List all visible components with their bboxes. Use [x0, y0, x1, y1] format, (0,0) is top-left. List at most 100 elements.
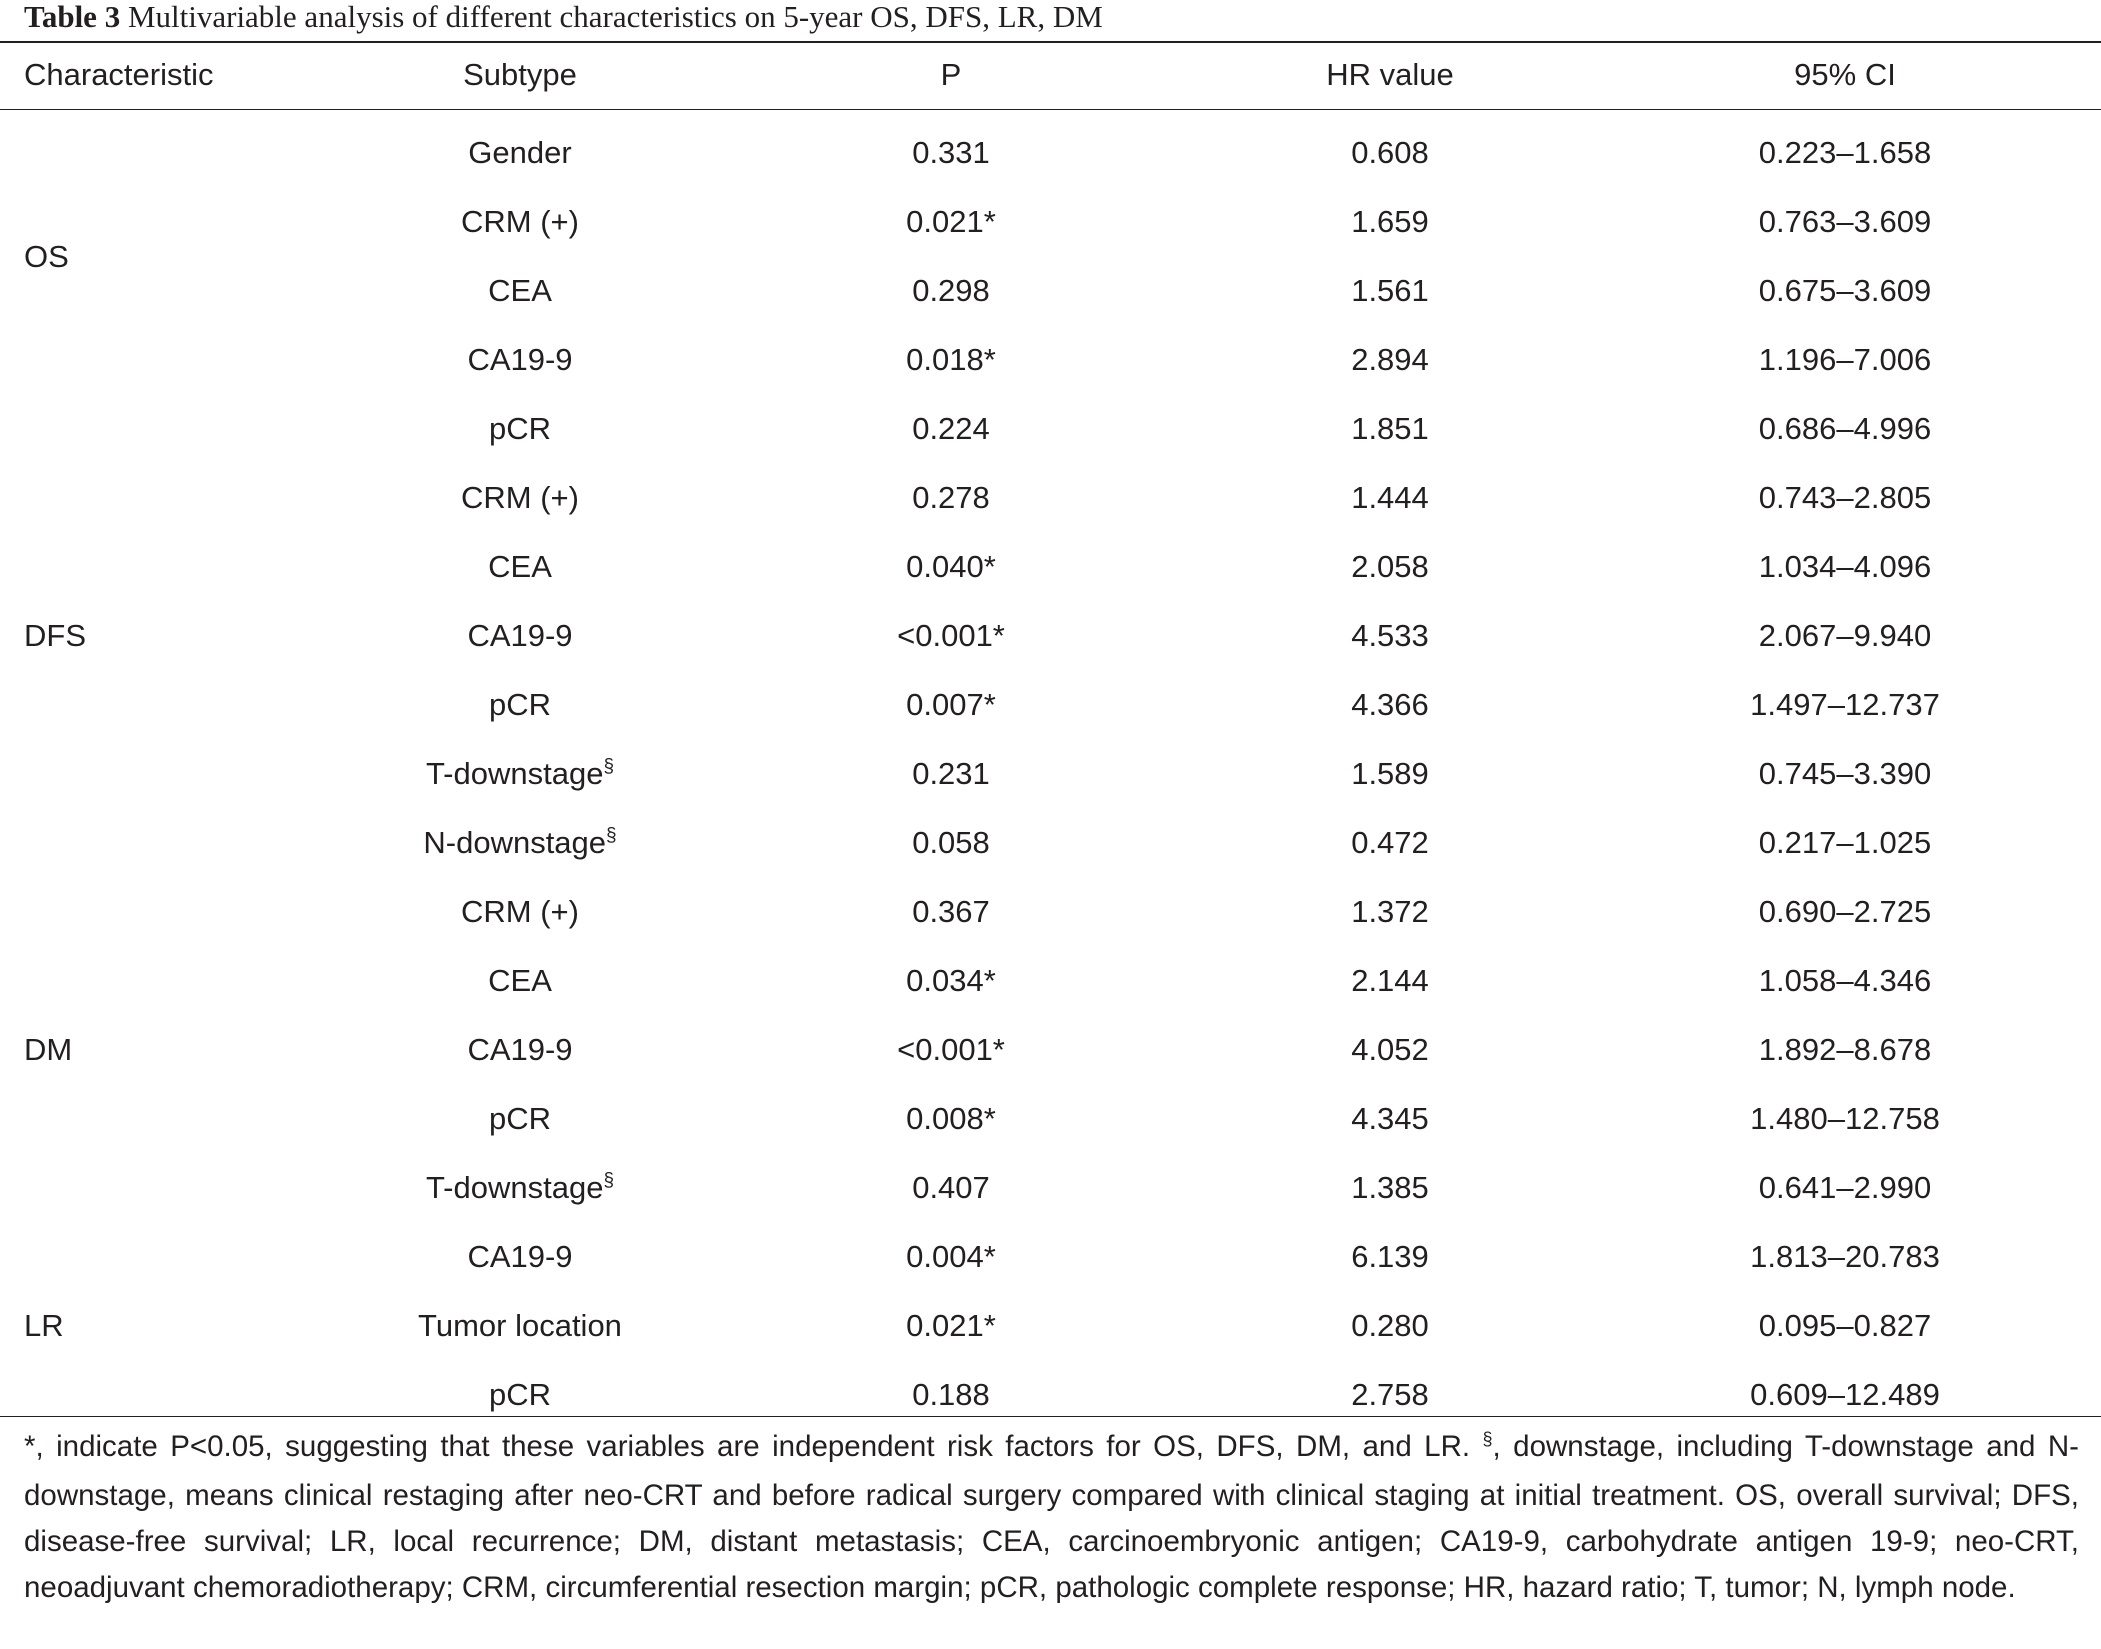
cell-subtype-text: N-downstage	[423, 825, 607, 860]
cell-hr: 1.444	[1351, 480, 1429, 515]
cell-hr: 2.894	[1351, 342, 1429, 377]
cell-hr: 2.058	[1351, 549, 1429, 584]
cell-p: 0.040*	[906, 549, 996, 584]
cell-subtype-text: pCR	[488, 1101, 551, 1136]
cell-hr: 1.372	[1351, 894, 1429, 929]
characteristic-label: OS	[24, 238, 69, 274]
table-caption-label: Table 3	[24, 0, 121, 34]
cell-subtype-text: Tumor location	[418, 1308, 622, 1343]
table-row: pCR 0.188 2.758 0.609–12.489	[0, 1360, 2101, 1429]
cell-subtype-text: CRM (+)	[461, 480, 579, 515]
table-row: CRM (+) 0.021* 1.659 0.763–3.609	[0, 187, 2101, 256]
cell-p: 0.021*	[906, 204, 996, 239]
cell-p: 0.188	[912, 1377, 990, 1412]
cell-subtype: pCR	[370, 670, 670, 739]
table-row: T-downstage§ 0.231 1.589 0.745–3.390	[0, 739, 2101, 808]
characteristic-label: DFS	[24, 618, 86, 653]
header-rule	[0, 109, 2101, 110]
cell-hr: 1.385	[1351, 1170, 1429, 1205]
table-row: T-downstage§ 0.407 1.385 0.641–2.990	[0, 1153, 2101, 1222]
cell-ci: 0.223–1.658	[1758, 135, 1932, 170]
table-row: Gender 0.331 0.608 0.223–1.658	[0, 118, 2101, 187]
header-subtype: Subtype	[463, 57, 577, 92]
cell-subtype-text: CA19-9	[467, 342, 573, 377]
cell-hr: 2.758	[1351, 1377, 1429, 1412]
cell-subtype: CA19-9	[370, 1222, 670, 1291]
cell-subtype-text: pCR	[488, 1377, 551, 1412]
cell-subtype: Tumor location	[370, 1291, 670, 1360]
cell-hr: 4.533	[1351, 618, 1429, 653]
table-row: pCR 0.008* 4.345 1.480–12.758	[0, 1084, 2101, 1153]
cell-p: 0.007*	[906, 687, 996, 722]
cell-ci: 1.480–12.758	[1750, 1101, 1940, 1136]
cell-subtype: pCR	[370, 1360, 670, 1429]
cell-p: 0.034*	[906, 963, 996, 998]
cell-hr: 2.144	[1351, 963, 1429, 998]
cell-hr: 4.366	[1351, 687, 1429, 722]
cell-subtype: N-downstage§	[370, 808, 670, 877]
cell-p: 0.278	[912, 480, 990, 515]
cell-subtype-text: CEA	[488, 963, 552, 998]
table-row: CA19-9 <0.001* 4.052 1.892–8.678	[0, 1015, 2101, 1084]
cell-subtype-text: pCR	[488, 411, 551, 446]
cell-subtype: CEA	[370, 256, 670, 325]
cell-subtype-sup: §	[603, 756, 615, 777]
header-hr-value: HR value	[1326, 57, 1454, 92]
cell-ci: 1.497–12.737	[1750, 687, 1940, 722]
table-row: CRM (+) 0.278 1.444 0.743–2.805	[0, 463, 2101, 532]
footnote-part2: , downstage, including T-down­stage and …	[24, 1430, 2079, 1604]
cell-p: 0.231	[912, 756, 990, 791]
cell-ci: 0.763–3.609	[1758, 204, 1932, 239]
cell-subtype: CRM (+)	[370, 877, 670, 946]
cell-subtype-sup: §	[606, 825, 617, 846]
cell-subtype: CRM (+)	[370, 187, 670, 256]
cell-subtype-text: Gender	[468, 135, 572, 170]
cell-subtype: T-downstage§	[370, 739, 670, 808]
cell-ci: 0.095–0.827	[1758, 1308, 1932, 1343]
table-caption-text: Multivariable analysis of different char…	[127, 0, 1103, 34]
cell-hr: 1.561	[1351, 273, 1429, 308]
cell-subtype-text: CRM (+)	[461, 894, 579, 929]
table-row: N-downstage§ 0.058 0.472 0.217–1.025	[0, 808, 2101, 877]
cell-ci: 1.058–4.346	[1758, 963, 1932, 998]
cell-p: 0.018*	[906, 342, 996, 377]
cell-ci: 0.609–12.489	[1750, 1377, 1940, 1412]
bottom-rule	[0, 1416, 2101, 1417]
cell-hr: 1.851	[1351, 411, 1429, 446]
cell-hr: 1.659	[1351, 204, 1429, 239]
cell-subtype: pCR	[370, 394, 670, 463]
cell-ci: 1.892–8.678	[1758, 1032, 1932, 1067]
cell-ci: 0.743–2.805	[1758, 480, 1932, 515]
cell-ci: 1.034–4.096	[1758, 549, 1932, 584]
cell-hr: 6.139	[1351, 1239, 1429, 1274]
header-95-ci: 95% CI	[1794, 57, 1896, 92]
cell-subtype-text: CEA	[488, 549, 552, 584]
cell-subtype: T-downstage§	[370, 1153, 670, 1222]
cell-p: 0.224	[912, 411, 990, 446]
cell-hr: 4.345	[1351, 1101, 1429, 1136]
table-row: CRM (+) 0.367 1.372 0.690–2.725	[0, 877, 2101, 946]
cell-p: 0.331	[912, 135, 990, 170]
cell-subtype: CEA	[370, 532, 670, 601]
cell-p: 0.298	[912, 273, 990, 308]
cell-subtype-text: CA19-9	[467, 1239, 573, 1274]
cell-subtype-text: CA19-9	[467, 1032, 573, 1067]
cell-hr: 0.280	[1351, 1308, 1429, 1343]
cell-hr: 0.608	[1351, 135, 1429, 170]
cell-ci: 0.686–4.996	[1758, 411, 1932, 446]
cell-p: 0.004*	[906, 1239, 996, 1274]
cell-ci: 0.690–2.725	[1758, 894, 1932, 929]
header-characteristic: Characteristic	[24, 57, 214, 92]
footnote-part1: *, indicate P<0.05, suggesting that thes…	[24, 1430, 1483, 1463]
cell-subtype-text: pCR	[488, 687, 551, 722]
table-caption: Table 3 Multivariable analysis of differ…	[24, 0, 1103, 36]
cell-subtype: CEA	[370, 946, 670, 1015]
cell-subtype-sup: §	[603, 1170, 615, 1191]
cell-ci: 1.196–7.006	[1758, 342, 1932, 377]
cell-p: <0.001*	[897, 618, 1005, 653]
cell-hr: 4.052	[1351, 1032, 1429, 1067]
cell-ci: 0.217–1.025	[1758, 825, 1932, 860]
cell-subtype: Gender	[370, 118, 670, 187]
cell-hr: 0.472	[1351, 825, 1429, 860]
cell-subtype-text: CRM (+)	[461, 204, 579, 239]
